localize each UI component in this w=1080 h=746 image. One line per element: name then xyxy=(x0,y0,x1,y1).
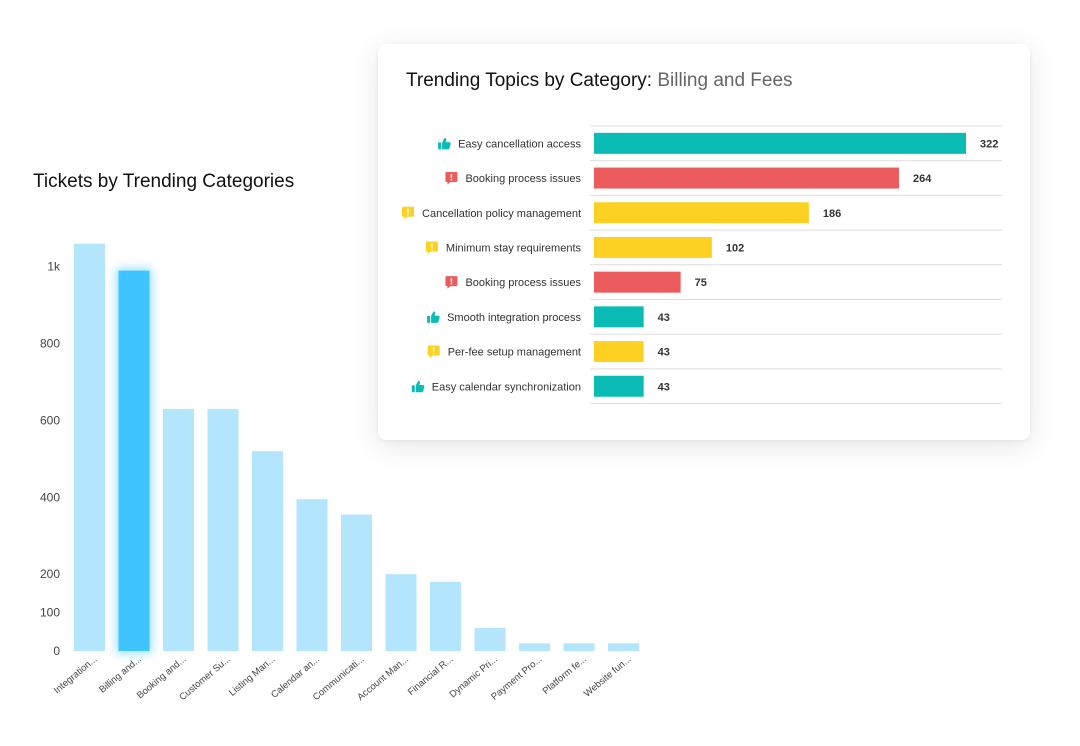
y-tick-label: 100 xyxy=(40,606,60,620)
topic-label: Booking process issues xyxy=(465,277,581,289)
topic-label: Booking process issues xyxy=(465,173,581,185)
category-bar[interactable] xyxy=(207,408,239,651)
category-label: Integration... xyxy=(52,654,100,696)
trending-topics-title: Trending Topics by Category: Billing and… xyxy=(406,70,793,92)
selected-category-name: Billing and Fees xyxy=(657,70,793,91)
alert-icon xyxy=(445,172,458,185)
y-tick-label: 1k xyxy=(47,260,61,274)
y-tick-label: 400 xyxy=(40,490,60,504)
topic-value: 102 xyxy=(726,242,744,254)
category-bar[interactable] xyxy=(430,581,461,651)
topic-row[interactable]: Minimum stay requirements 102 xyxy=(425,236,744,258)
topic-bar[interactable] xyxy=(594,375,644,397)
alert-icon xyxy=(445,276,458,289)
topic-value: 75 xyxy=(695,277,707,289)
topic-bar[interactable] xyxy=(594,132,966,154)
comment-icon xyxy=(425,241,438,254)
topic-label: Per-fee setup management xyxy=(448,347,581,359)
topic-row[interactable]: Booking process issues 75 xyxy=(445,271,707,293)
category-bar[interactable] xyxy=(74,243,105,651)
topic-value: 43 xyxy=(658,381,670,393)
topic-row[interactable]: Easy calendar synchronization 43 xyxy=(411,375,670,397)
topic-label: Smooth integration process xyxy=(447,312,581,324)
topic-label: Easy cancellation access xyxy=(458,138,581,150)
category-bar[interactable] xyxy=(474,627,506,651)
trending-topics-chart: Easy cancellation access 322 Booking proce… xyxy=(402,125,1002,405)
topic-bar[interactable] xyxy=(594,271,681,293)
category-label: Website fun... xyxy=(582,654,633,700)
topic-value: 264 xyxy=(913,173,932,185)
category-label: Billing and... xyxy=(97,654,144,696)
category-bar[interactable] xyxy=(563,643,595,651)
tickets-chart-title: Tickets by Trending Categories xyxy=(33,171,294,192)
category-bar[interactable] xyxy=(163,408,194,651)
topic-label: Minimum stay requirements xyxy=(446,242,582,254)
trending-topics-title-prefix: Trending Topics by Category: xyxy=(406,70,653,91)
y-tick-label: 200 xyxy=(40,567,60,581)
category-bar[interactable] xyxy=(341,514,372,651)
topic-row[interactable]: Cancellation policy management 186 xyxy=(402,202,841,224)
topic-value: 186 xyxy=(823,208,841,220)
category-bar-selected[interactable] xyxy=(118,270,150,651)
topic-bar[interactable] xyxy=(594,236,712,258)
comment-icon xyxy=(402,206,415,220)
thumbs-up-icon xyxy=(427,311,440,323)
category-bar[interactable] xyxy=(296,499,328,651)
category-bar[interactable] xyxy=(519,643,550,651)
y-tick-label: 600 xyxy=(40,413,60,427)
topic-row[interactable]: Easy cancellation access 322 xyxy=(438,132,998,154)
topic-row[interactable]: Per-fee setup management 43 xyxy=(427,341,670,363)
category-bar[interactable] xyxy=(385,574,417,651)
topic-bar[interactable] xyxy=(594,167,899,189)
category-bar[interactable] xyxy=(252,451,283,651)
topic-value: 43 xyxy=(658,312,670,324)
tickets-by-category-chart: Tickets by Trending Categories 0 100 200 40… xyxy=(33,171,639,703)
topic-bar[interactable] xyxy=(594,306,644,328)
topic-bar[interactable] xyxy=(594,202,809,224)
comment-icon xyxy=(427,345,440,359)
topic-label: Easy calendar synchronization xyxy=(432,381,581,393)
topic-value: 43 xyxy=(658,347,670,359)
topic-value: 322 xyxy=(980,138,998,150)
y-tick-label: 800 xyxy=(40,337,60,351)
category-bar[interactable] xyxy=(608,643,639,651)
topic-label: Cancellation policy management xyxy=(422,208,581,220)
trending-topics-card: Trending Topics by Category: Billing and… xyxy=(378,44,1030,440)
y-tick-label: 0 xyxy=(53,644,60,658)
topic-row[interactable]: Smooth integration process 43 xyxy=(427,306,670,328)
thumbs-up-icon xyxy=(411,380,425,393)
topic-bar[interactable] xyxy=(594,341,644,363)
topic-row[interactable]: Booking process issues 264 xyxy=(445,167,932,189)
thumbs-up-icon xyxy=(438,137,451,150)
